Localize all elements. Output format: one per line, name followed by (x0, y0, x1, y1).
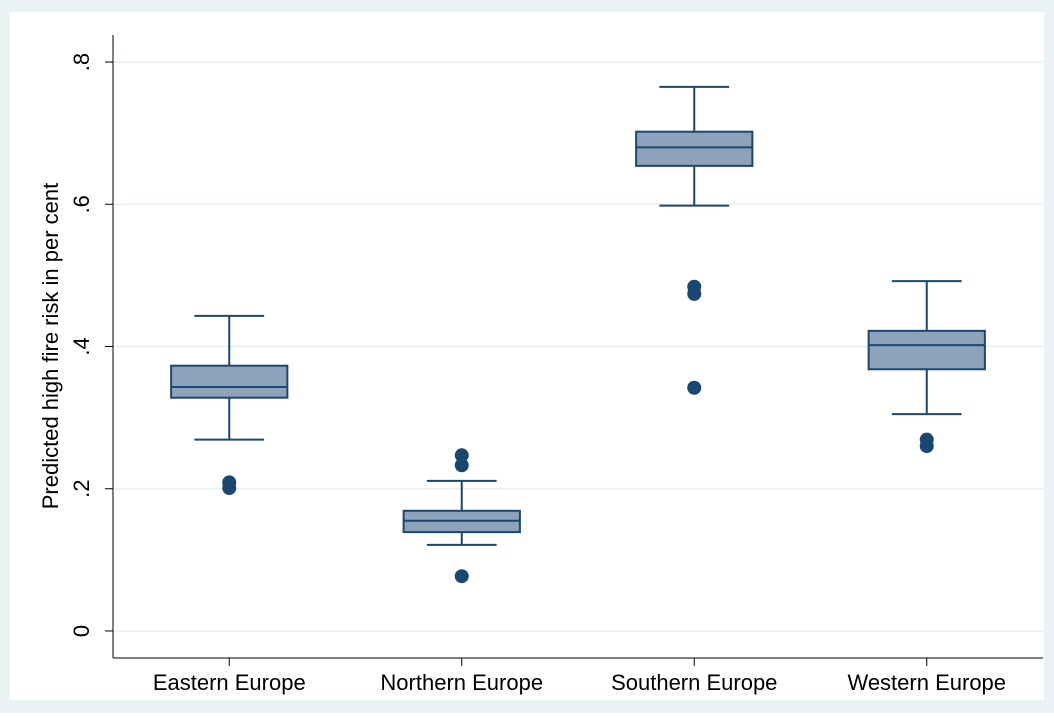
y-tick-label: .8 (69, 53, 94, 71)
y-tick-label: .4 (69, 337, 94, 355)
y-axis-label: Predicted high fire risk in per cent (38, 183, 63, 510)
outlier (687, 380, 702, 395)
outlier (919, 439, 934, 454)
outlier (454, 448, 469, 463)
outlier (454, 569, 469, 584)
y-tick-label: .6 (69, 195, 94, 213)
outlier (687, 286, 702, 301)
outlier (454, 458, 469, 473)
x-tick-label: Western Europe (847, 670, 1006, 695)
box (170, 364, 289, 399)
x-tick-label: Southern Europe (611, 670, 777, 695)
x-tick-label: Eastern Europe (153, 670, 306, 695)
box (635, 130, 754, 167)
x-tick-label: Northern Europe (380, 670, 543, 695)
y-tick-label: .2 (69, 480, 94, 498)
outlier (222, 481, 237, 496)
y-tick-label: 0 (69, 625, 94, 637)
box (867, 329, 986, 371)
